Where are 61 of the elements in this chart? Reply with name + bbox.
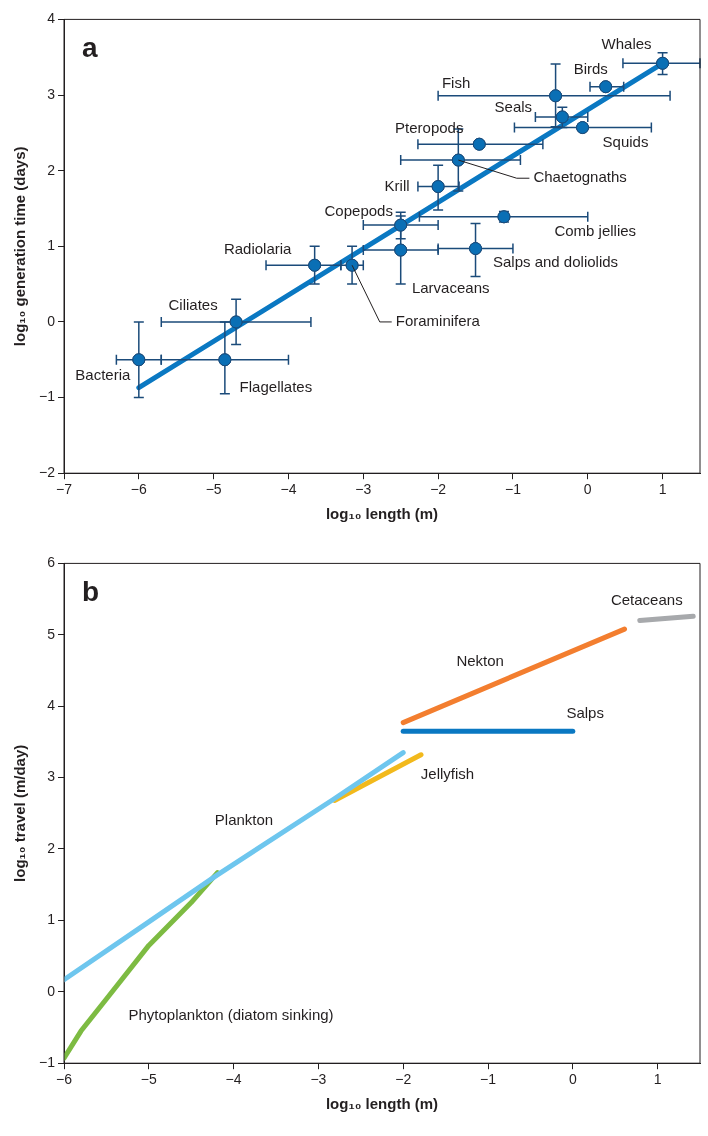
y-axis-title: log₁₀ generation time (days): [11, 146, 29, 347]
series-label: Nekton: [456, 651, 504, 669]
x-tick-label: 1: [653, 1071, 662, 1088]
y-tick-label: 0: [47, 982, 56, 999]
x-tick-label: −6: [56, 1071, 73, 1088]
series-label: Phytoplankton (diatom sinking): [128, 1006, 334, 1024]
annotation: Fish: [441, 73, 471, 91]
x-tick-label: −2: [395, 1071, 412, 1088]
y-tick-label: 4: [47, 10, 56, 27]
x-tick-label: −3: [355, 481, 372, 498]
series-label: Plankton: [214, 810, 274, 828]
annotation: Foraminifera: [395, 312, 481, 330]
x-tick-label: −1: [480, 1071, 497, 1088]
y-tick-label: 1: [47, 911, 56, 928]
x-axis-title: log₁₀ length (m): [325, 505, 439, 523]
x-tick-label: −4: [225, 1071, 242, 1088]
x-tick-label: −7: [56, 481, 73, 498]
x-tick-label: −4: [280, 481, 297, 498]
annotation: Radiolaria: [223, 240, 293, 258]
y-axis-title: log₁₀ travel (m/day): [11, 744, 29, 882]
annotation: Pteropods: [395, 119, 464, 137]
y-tick-label: 2: [47, 839, 56, 856]
annotation: Copepods: [324, 202, 393, 220]
annotation: Whales: [601, 35, 652, 53]
annotation: Chaetognaths: [533, 168, 627, 186]
annotation: Salps and doliolids: [492, 252, 619, 270]
annotation: Ciliates: [168, 296, 218, 314]
y-tick-label: 5: [47, 625, 56, 642]
annotation: Seals: [494, 98, 533, 116]
y-tick-label: 6: [47, 554, 56, 571]
text: a: [82, 32, 98, 64]
y-tick-label: 1: [47, 237, 56, 254]
x-tick-label: −1: [504, 481, 522, 498]
annotation: Flagellates: [239, 377, 313, 395]
y-tick-label: 2: [47, 161, 56, 178]
annotation: Squids: [602, 132, 649, 150]
y-tick-label: 3: [47, 85, 56, 102]
y-tick-label: 3: [47, 768, 56, 785]
x-tick-label: −5: [205, 481, 222, 498]
annotation: Larvaceans: [411, 279, 490, 297]
y-tick-label: 0: [47, 312, 56, 329]
y-tick-label: −2: [39, 464, 56, 481]
x-tick-label: −5: [140, 1071, 157, 1088]
series-label: Salps: [566, 704, 604, 722]
annotation: Bacteria: [75, 365, 131, 383]
x-tick-label: −6: [130, 481, 148, 498]
x-tick-label: 0: [583, 481, 592, 498]
annotation: Comb jellies: [554, 222, 637, 240]
annotation: Birds: [573, 59, 608, 77]
y-tick-label: −1: [39, 388, 56, 405]
x-tick-label: −3: [310, 1071, 327, 1088]
text: b: [82, 576, 100, 608]
y-tick-label: −1: [39, 1054, 56, 1071]
x-tick-label: −2: [430, 481, 447, 498]
x-axis-title: log₁₀ length (m): [325, 1095, 439, 1113]
series-label: Jellyfish: [420, 764, 475, 782]
annotation: Krill: [384, 176, 410, 194]
x-tick-label: 0: [568, 1071, 577, 1088]
x-tick-label: 1: [658, 481, 667, 498]
series-label: Cetaceans: [610, 590, 683, 608]
y-tick-label: 4: [47, 697, 56, 714]
